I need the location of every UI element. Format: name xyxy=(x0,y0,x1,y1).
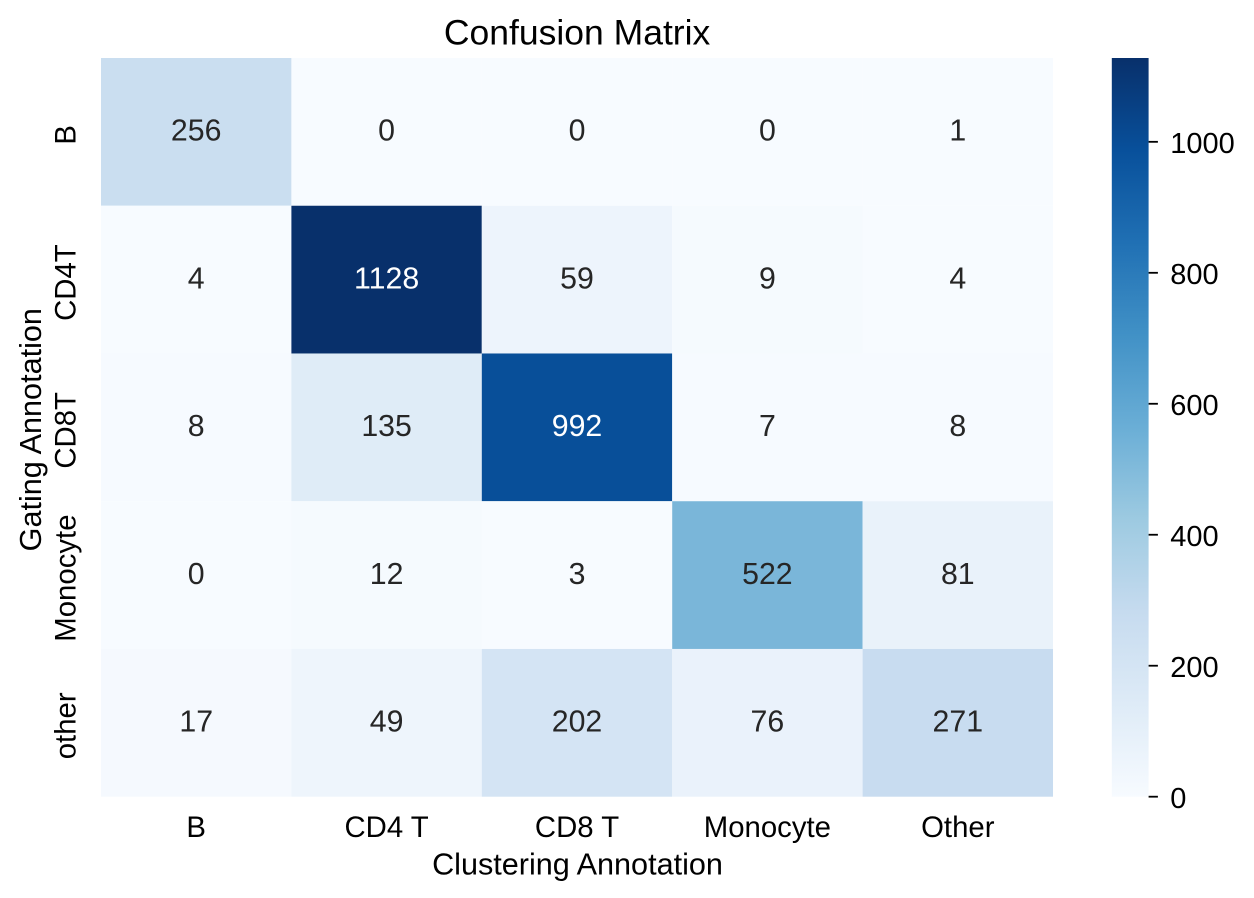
svg-text:0: 0 xyxy=(759,115,776,148)
svg-text:CD4T: CD4T xyxy=(49,244,82,321)
svg-text:8: 8 xyxy=(949,410,966,443)
svg-text:400: 400 xyxy=(1170,521,1218,553)
svg-text:0: 0 xyxy=(378,115,395,148)
svg-text:81: 81 xyxy=(941,558,975,591)
svg-text:202: 202 xyxy=(552,706,603,739)
svg-text:135: 135 xyxy=(361,410,412,443)
svg-text:200: 200 xyxy=(1170,652,1218,684)
svg-text:CD8 T: CD8 T xyxy=(535,811,619,844)
svg-text:17: 17 xyxy=(179,706,213,739)
svg-text:CD4 T: CD4 T xyxy=(344,811,428,844)
svg-text:8: 8 xyxy=(188,410,205,443)
svg-text:9: 9 xyxy=(759,262,776,295)
svg-text:Other: Other xyxy=(921,811,995,844)
svg-text:0: 0 xyxy=(569,115,586,148)
svg-text:3: 3 xyxy=(569,558,586,591)
svg-text:76: 76 xyxy=(751,706,785,739)
svg-text:B: B xyxy=(49,125,82,145)
svg-text:Monocyte: Monocyte xyxy=(704,811,831,844)
svg-text:256: 256 xyxy=(171,115,222,148)
svg-text:4: 4 xyxy=(949,262,966,295)
svg-text:1128: 1128 xyxy=(354,262,419,295)
svg-text:600: 600 xyxy=(1170,390,1218,422)
svg-text:1: 1 xyxy=(949,115,966,148)
svg-text:59: 59 xyxy=(560,262,594,295)
svg-text:522: 522 xyxy=(742,558,793,591)
svg-text:1000: 1000 xyxy=(1170,128,1235,160)
svg-text:12: 12 xyxy=(370,558,404,591)
svg-text:49: 49 xyxy=(370,706,404,739)
svg-text:0: 0 xyxy=(188,558,205,591)
svg-text:B: B xyxy=(186,811,206,844)
svg-text:992: 992 xyxy=(552,410,603,443)
svg-text:Confusion Matrix: Confusion Matrix xyxy=(444,12,711,52)
svg-text:0: 0 xyxy=(1170,783,1186,815)
svg-text:7: 7 xyxy=(759,410,776,443)
svg-text:Gating Annotation: Gating Annotation xyxy=(14,308,48,551)
svg-text:271: 271 xyxy=(933,706,984,739)
svg-text:Clustering Annotation: Clustering Annotation xyxy=(432,847,723,881)
svg-text:other: other xyxy=(49,692,82,759)
svg-text:Monocyte: Monocyte xyxy=(49,514,82,641)
svg-text:4: 4 xyxy=(188,262,205,295)
svg-text:CD8T: CD8T xyxy=(49,392,82,469)
svg-text:800: 800 xyxy=(1170,259,1218,291)
